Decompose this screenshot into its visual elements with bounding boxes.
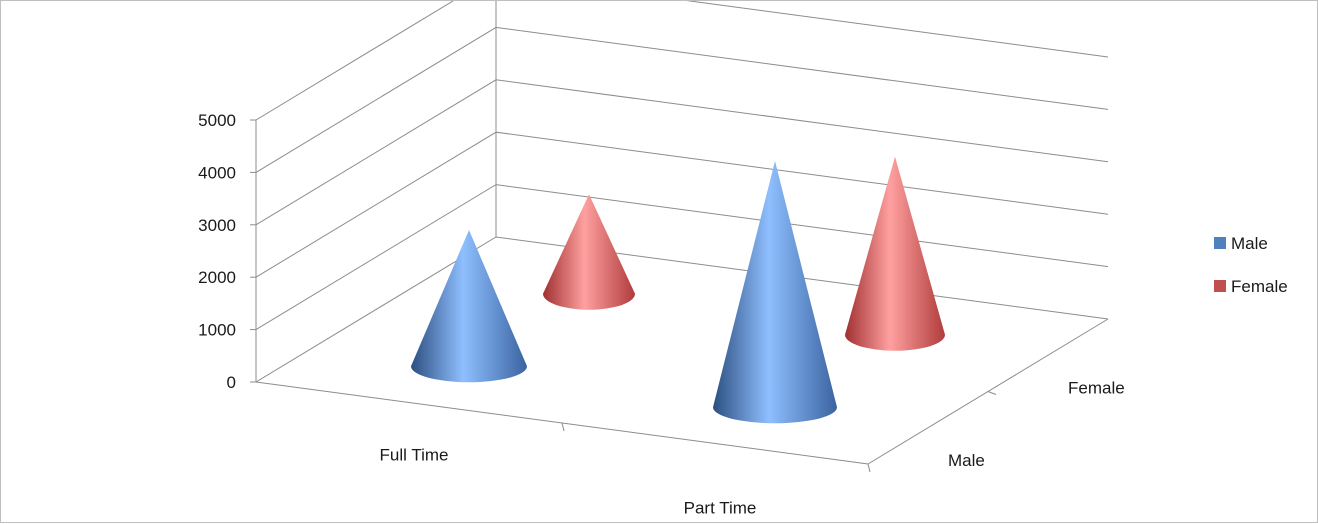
cone-body (713, 160, 837, 424)
cone-bar (713, 160, 837, 424)
gridline (255, 236, 1109, 383)
cone-body (845, 156, 945, 351)
y-tick-label: 2000 (198, 268, 236, 287)
cone-body (543, 194, 635, 310)
cone-bar (411, 230, 527, 383)
gridline (255, 131, 1109, 278)
y-tick-label: 4000 (198, 163, 236, 182)
gridline (255, 1, 1109, 121)
cone-bar (845, 156, 945, 351)
legend-swatch (1214, 237, 1226, 249)
y-tick-label: 0 (227, 373, 236, 392)
legend-label: Male (1231, 234, 1268, 253)
x-tick-label: Full Time (380, 446, 449, 465)
gridline (255, 79, 1109, 226)
x-tick-mark (867, 463, 871, 473)
legend-swatch (1214, 280, 1226, 292)
x-tick-mark (561, 422, 565, 432)
y-tick-label: 1000 (198, 321, 236, 340)
depth-tick-label: Female (1068, 378, 1125, 397)
gridline (255, 26, 1109, 173)
y-tick-label: 5000 (198, 111, 236, 130)
legend-label: Female (1231, 277, 1288, 296)
depth-tick-label: Male (948, 451, 985, 470)
y-tick-label: 3000 (198, 216, 236, 235)
x-tick-label: Part Time (684, 499, 757, 518)
cone-bar (543, 194, 635, 310)
depth-tick-mark (987, 391, 997, 395)
cone-body (411, 230, 527, 383)
gridline (255, 184, 1109, 331)
